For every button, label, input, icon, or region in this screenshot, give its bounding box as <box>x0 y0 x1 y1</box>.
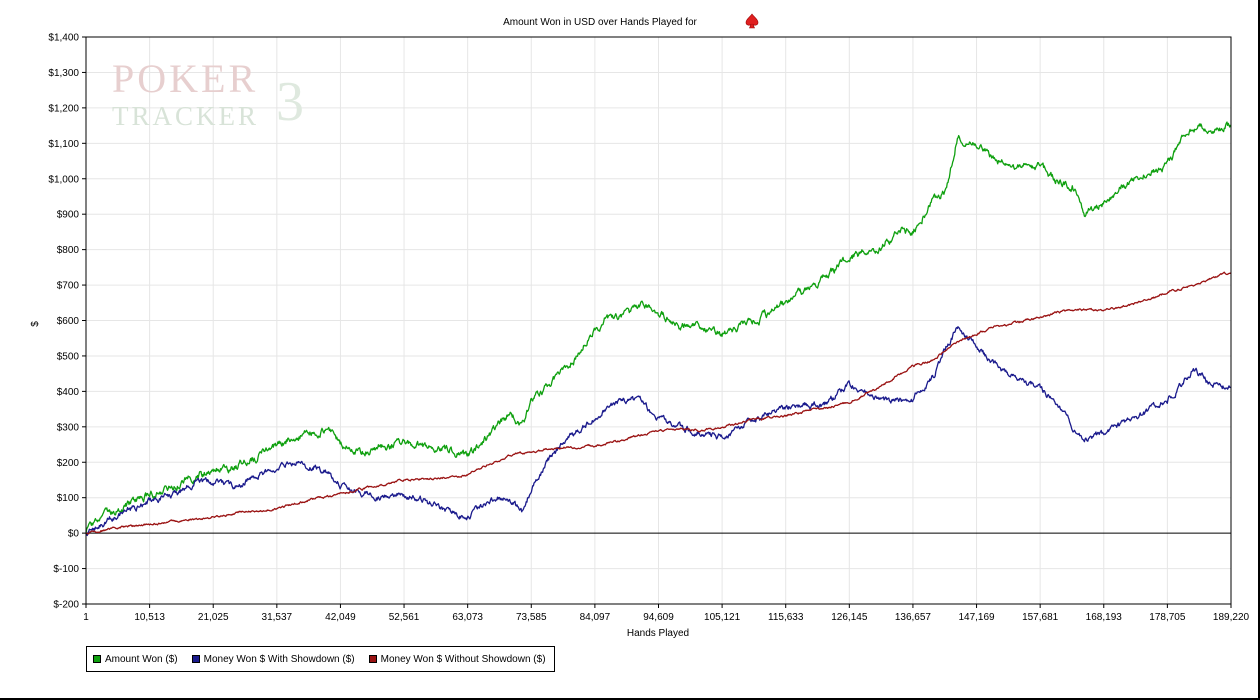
y-tick-label: $900 <box>57 210 80 221</box>
y-tick-label: $-100 <box>53 564 79 575</box>
legend-item: Money Won $ With Showdown ($) <box>191 653 355 665</box>
x-tick-label: 115,633 <box>768 612 804 623</box>
x-tick-label: 157,681 <box>1022 612 1059 623</box>
x-tick-label: 189,220 <box>1213 612 1250 623</box>
legend-label: Money Won $ Without Showdown ($) <box>380 653 546 665</box>
y-tick-label: $700 <box>57 281 80 292</box>
legend-label: Money Won $ With Showdown ($) <box>203 653 355 665</box>
x-tick-label: 147,169 <box>958 612 995 623</box>
y-tick-label: $1,100 <box>48 139 79 150</box>
x-tick-label: 21,025 <box>198 612 229 623</box>
legend-label: Amount Won ($) <box>105 653 178 665</box>
legend-swatch <box>368 655 377 663</box>
series-lines <box>85 121 1232 537</box>
y-tick-label: $300 <box>57 422 80 433</box>
x-tick-label: 10,513 <box>134 612 165 623</box>
x-tick-label: 63,073 <box>452 612 483 623</box>
series-line-2 <box>85 326 1232 537</box>
chart-title: Amount Won in USD over Hands Played for <box>503 17 697 28</box>
poker-tracker-watermark: POKER TRACKER 3 <box>112 56 304 133</box>
series-line-1 <box>85 121 1232 534</box>
x-tick-label: 168,193 <box>1086 612 1123 623</box>
x-tick-label: 126,145 <box>831 612 868 623</box>
spade-icon <box>745 13 759 29</box>
y-tick-label: $1,400 <box>48 33 79 44</box>
y-tick-label: $600 <box>57 316 80 327</box>
x-tick-label: 31,537 <box>262 612 293 623</box>
watermark-line1: POKER <box>112 56 258 101</box>
y-tick-label: $1,300 <box>48 68 79 79</box>
y-tick-label: $-200 <box>53 600 79 611</box>
watermark-line2: TRACKER <box>112 101 259 131</box>
x-tick-label: 105,121 <box>704 612 741 623</box>
legend: Amount Won ($) Money Won $ With Showdown … <box>86 646 555 672</box>
x-axis-label: Hands Played <box>627 628 689 639</box>
x-tick-label: 1 <box>83 612 89 623</box>
y-axis-label: $ <box>30 321 41 327</box>
x-tick-label: 42,049 <box>325 612 356 623</box>
series-line-3 <box>85 271 1232 535</box>
axes: $-200 $-100 $0 $100 $200 $300 $400 $500 $600 $700… <box>48 33 1249 624</box>
watermark-mark: 3 <box>276 71 304 133</box>
legend-swatch <box>93 655 101 663</box>
x-tick-label: 178,705 <box>1149 612 1186 623</box>
legend-swatch <box>191 655 200 663</box>
y-tick-label: $500 <box>57 351 80 362</box>
y-tick-label: $1,000 <box>48 174 79 185</box>
y-tick-label: $800 <box>57 245 80 256</box>
y-tick-label: $200 <box>57 458 80 469</box>
legend-item: Amount Won ($) <box>93 654 178 665</box>
x-tick-label: 84,097 <box>580 612 611 623</box>
x-tick-label: 94,609 <box>643 612 674 623</box>
y-tick-label: $1,200 <box>48 103 79 114</box>
x-tick-label: 52,561 <box>389 612 420 623</box>
x-tick-label: 136,657 <box>895 612 932 623</box>
legend-item: Money Won $ Without Showdown ($) <box>368 653 546 665</box>
y-tick-label: $100 <box>57 493 80 504</box>
x-tick-label: 73,585 <box>516 612 547 623</box>
y-tick-label: $0 <box>68 529 80 540</box>
y-tick-label: $400 <box>57 387 80 398</box>
